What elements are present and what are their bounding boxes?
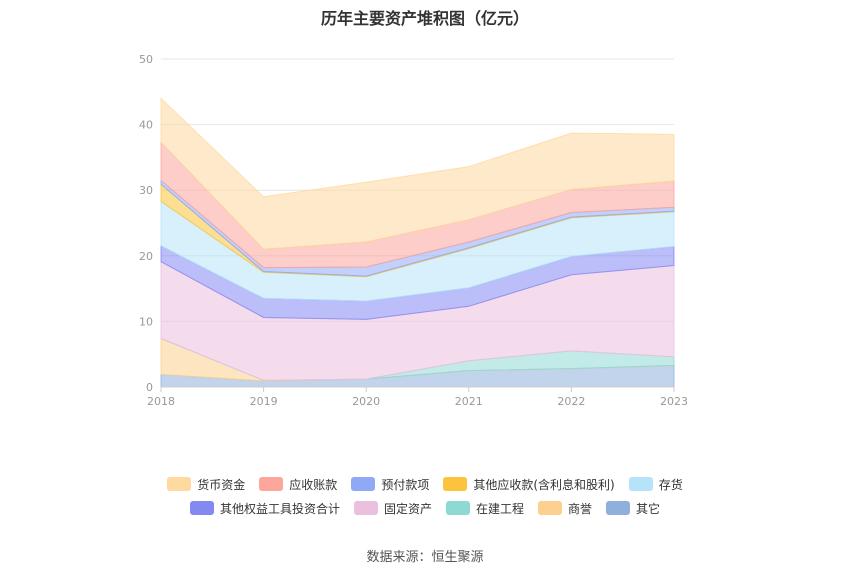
legend-item[interactable]: 货币资金 (167, 472, 245, 496)
legend-item[interactable]: 商誉 (538, 496, 592, 520)
legend-swatch (351, 477, 376, 491)
legend: 货币资金 应收账款 预付款项 其他应收款(含利息和股利) 存货 其他权益工具投资合计 固定… (0, 472, 850, 520)
legend-swatch (167, 477, 192, 491)
x-tick-label: 2022 (557, 395, 585, 408)
legend-label: 其他权益工具投资合计 (219, 501, 340, 516)
legend-swatch (628, 477, 653, 491)
y-tick-label: 0 (146, 381, 153, 394)
chart-title: 历年主要资产堆积图（亿元） (320, 9, 529, 28)
legend-item[interactable]: 预付款项 (351, 472, 429, 496)
source-note: 数据来源：恒生聚源 (366, 550, 484, 565)
x-tick-label: 2023 (660, 395, 688, 408)
legend-swatch (353, 501, 378, 515)
legend-item[interactable]: 固定资产 (353, 496, 432, 520)
y-tick-label: 40 (139, 119, 153, 132)
x-tick-label: 2020 (352, 395, 380, 408)
legend-item[interactable]: 其它 (606, 496, 660, 520)
x-axis: 2018 2019 2020 2021 2022 2023 (147, 386, 688, 408)
legend-item[interactable]: 其他权益工具投资合计 (189, 496, 340, 520)
legend-swatch (259, 477, 284, 491)
y-tick-label: 20 (139, 250, 153, 263)
legend-swatch (606, 501, 631, 515)
legend-label: 应收账款 (289, 477, 338, 492)
x-tick-label: 2019 (250, 395, 278, 408)
legend-label: 商誉 (568, 501, 593, 516)
legend-label: 其他应收款(含利息和股利) (473, 477, 615, 492)
legend-row: 其他权益工具投资合计 固定资产 在建工程 商誉 其它 (0, 496, 850, 520)
y-tick-label: 50 (139, 53, 153, 66)
legend-label: 固定资产 (383, 501, 432, 516)
legend-row: 货币资金 应收账款 预付款项 其他应收款(含利息和股利) 存货 (0, 472, 850, 496)
legend-item[interactable]: 其他应收款(含利息和股利) (443, 472, 615, 496)
legend-swatch (443, 477, 468, 491)
legend-item[interactable]: 应收账款 (259, 472, 337, 496)
stacked-area-chart: 0 10 20 30 40 50 2018 2019 2020 2021 2022 2023 (139, 53, 688, 408)
legend-label: 其它 (636, 501, 661, 516)
legend-swatch (538, 501, 562, 515)
legend-swatch (189, 501, 214, 515)
legend-label: 预付款项 (381, 477, 430, 492)
y-tick-label: 10 (139, 315, 153, 328)
y-tick-labels: 0 10 20 30 40 50 (139, 53, 153, 394)
area-layers (160, 97, 675, 388)
legend-label: 存货 (658, 477, 683, 492)
x-tick-label: 2018 (147, 395, 175, 408)
area-series (160, 97, 675, 250)
legend-item[interactable]: 在建工程 (445, 496, 524, 520)
y-tick-label: 30 (139, 184, 153, 197)
legend-swatch (445, 501, 470, 515)
legend-label: 在建工程 (475, 501, 524, 516)
x-tick-label: 2021 (455, 395, 483, 408)
legend-item[interactable]: 存货 (628, 472, 683, 496)
legend-label: 货币资金 (197, 477, 246, 492)
